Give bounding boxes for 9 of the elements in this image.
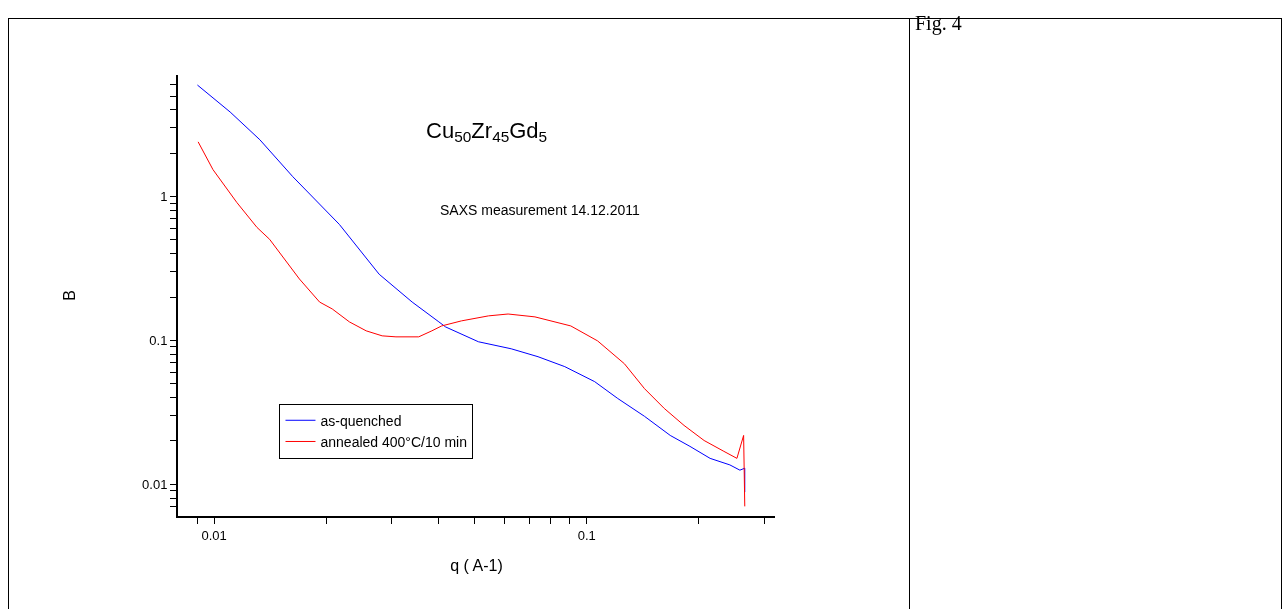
y-axis-title: B (61, 290, 79, 301)
annotation: SAXS measurement 14.12.2011 (440, 202, 640, 218)
legend-label: annealed 400°C/10 min (320, 433, 467, 450)
y-tick-label: 0.01 (142, 476, 168, 492)
x-axis-title: q ( A-1) (450, 556, 503, 574)
text: Cu$_{50}$Zr$_{45}$Gd$_{5}$ (426, 117, 548, 146)
y-tick-label: 1 (160, 189, 168, 205)
legend-label: as-quenched (320, 412, 402, 429)
y-tick-label: 0.1 (149, 332, 168, 348)
